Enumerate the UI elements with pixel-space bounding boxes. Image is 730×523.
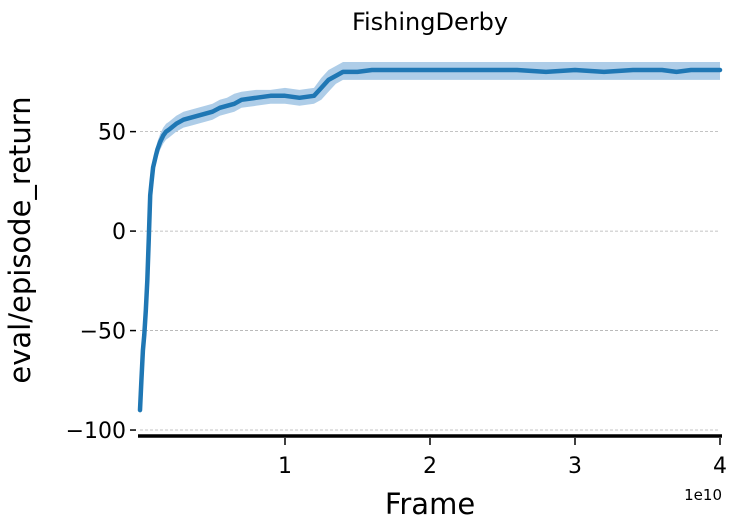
y-tick-label: −100 xyxy=(66,419,126,444)
y-axis-label: eval/episode_return xyxy=(3,96,37,383)
x-tick-label: 1 xyxy=(278,454,292,479)
x-tick-label: 4 xyxy=(713,454,727,479)
mean-line xyxy=(137,67,723,413)
confidence-band xyxy=(140,62,720,415)
x-axis-label: Frame xyxy=(385,487,475,521)
x-tick-label: 2 xyxy=(423,454,437,479)
x-axis-ticks: 1 2 3 4 xyxy=(278,438,727,479)
y-tick-label: 0 xyxy=(112,220,126,245)
x-tick-label: 3 xyxy=(568,454,582,479)
y-tick-label: 50 xyxy=(98,121,126,146)
chart-title: FishingDerby xyxy=(352,8,508,36)
x-axis-exponent-label: 1e10 xyxy=(684,486,722,504)
y-tick-label: −50 xyxy=(80,320,126,345)
y-grid-lines xyxy=(140,131,720,431)
y-axis-ticks: −100 −50 0 50 xyxy=(66,121,136,444)
